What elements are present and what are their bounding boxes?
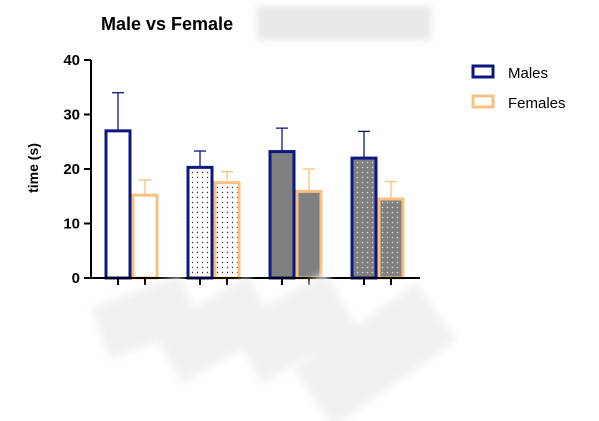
y-tick-label: 0 [72, 270, 80, 287]
legend: Males Females [471, 64, 566, 112]
redacted-title-region [257, 6, 431, 40]
y-tick-label: 10 [63, 216, 80, 233]
y-tick-label: 40 [63, 52, 80, 69]
legend-swatch-females [471, 94, 495, 109]
bar-males [268, 150, 296, 280]
bar-males [104, 129, 132, 280]
y-axis: 0 10 20 30 40 [63, 52, 92, 287]
bar-females [213, 181, 241, 280]
legend-swatch-males [471, 64, 495, 79]
bar-females [377, 197, 405, 280]
bar-females [131, 193, 159, 280]
y-axis-label: time (s) [25, 143, 41, 193]
chart-title: Male vs Female [101, 14, 233, 34]
bar-males [186, 165, 214, 280]
legend-label-males: Males [508, 65, 548, 82]
bars [104, 92, 405, 280]
legend-label-females: Females [508, 95, 566, 112]
y-tick-label: 20 [63, 161, 80, 178]
y-tick-label: 30 [63, 107, 80, 124]
bar-females [295, 189, 323, 280]
bar-males [350, 156, 378, 280]
redacted-category-labels [91, 272, 457, 421]
